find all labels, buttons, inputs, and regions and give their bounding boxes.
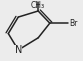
Text: N: N — [15, 45, 22, 55]
Text: CH₃: CH₃ — [31, 1, 45, 10]
Text: Br: Br — [70, 19, 78, 28]
